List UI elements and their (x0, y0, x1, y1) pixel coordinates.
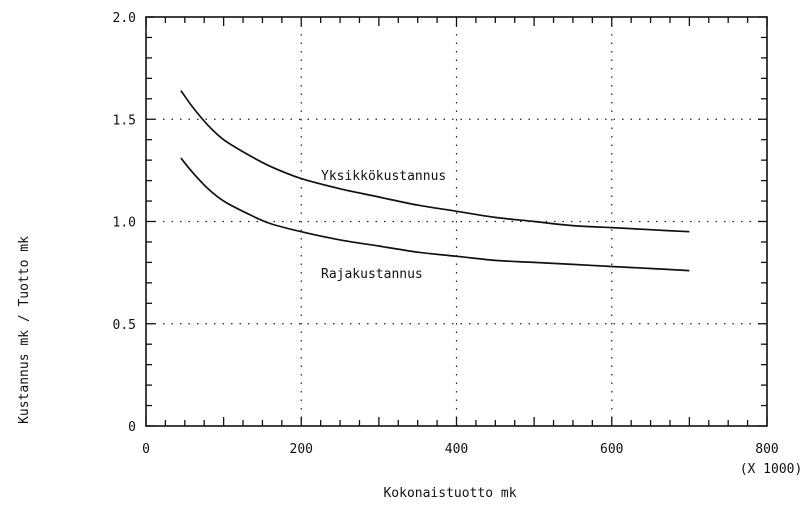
x-tick-label: 800 (755, 442, 778, 457)
x-axis-label: Kokonaistuotto mk (383, 486, 516, 501)
x-tick-label: 200 (290, 442, 313, 457)
y-tick-label: 0 (128, 420, 136, 435)
grid-lines (146, 17, 767, 426)
tick-labels: 0 200 400 600 800 0 0.5 1.0 1.5 2.0 (113, 11, 779, 457)
x-axis-multiplier-label: (X 1000) (740, 462, 803, 477)
series-label-yksikkokustannus: Yksikkökustannus (321, 169, 446, 184)
series-lines (180, 90, 690, 272)
series-line-rajakustannus (180, 157, 690, 272)
y-tick-label: 0.5 (113, 318, 136, 333)
y-tick-label: 2.0 (113, 11, 136, 26)
y-tick-label: 1.5 (113, 113, 136, 128)
x-tick-label: 400 (445, 442, 468, 457)
y-axis-label: Kustannus mk / Tuotto mk (17, 236, 32, 424)
series-label-rajakustannus: Rajakustannus (321, 267, 423, 282)
y-tick-label: 1.0 (113, 216, 136, 231)
axis-ticks (145, 16, 768, 427)
x-tick-label: 600 (600, 442, 623, 457)
x-tick-label: 0 (142, 442, 150, 457)
series-line-yksikkokustannus (180, 90, 690, 233)
